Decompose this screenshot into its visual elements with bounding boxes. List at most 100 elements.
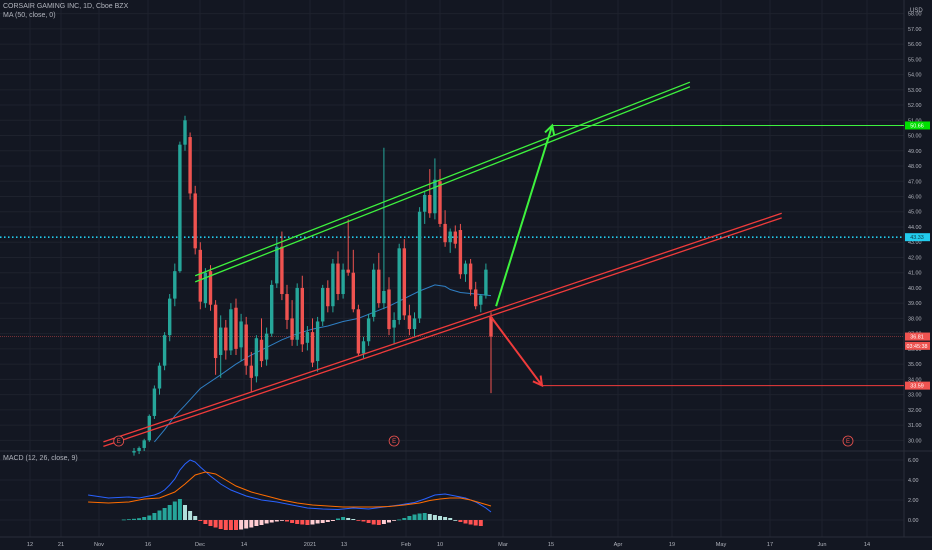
time-axis-label: Feb [401,542,411,548]
macd-histogram-bar [432,515,437,520]
price-tick-label: 32.00 [908,408,922,414]
candle-body [346,269,350,273]
candle-body [137,447,141,451]
candle-body [356,309,361,354]
candle-body [280,246,284,295]
candle-body [341,269,345,295]
price-tick-label: 41.00 [908,271,922,277]
price-tick-label: 49.00 [908,149,922,155]
price-label-text: 36.81 [910,335,924,341]
earnings-marker-label: E [117,439,121,445]
macd-histogram-bar [295,520,300,524]
macd-histogram-bar [453,520,458,521]
price-tick-label: 53.00 [908,88,922,94]
macd-histogram-bar [239,520,244,530]
symbol-title[interactable]: CORSAIR GAMING INC, 1D, Cboe BZX [3,3,129,10]
green-channel-upper [194,81,691,277]
macd-histogram-bar [392,520,397,521]
macd-indicator-label[interactable]: MACD (12, 26, close, 9) [3,455,78,462]
macd-histogram-bar [198,520,203,521]
macd-histogram-bar [336,518,340,520]
candle-body [178,144,182,272]
macd-histogram-bar [463,520,468,524]
macd-histogram-bar [264,520,269,524]
macd-histogram-bar [305,520,310,525]
macd-histogram-bar [330,520,335,521]
macd-histogram-bar [223,520,228,530]
time-axis-label: 13 [341,542,347,548]
price-tick-label: 52.00 [908,103,922,109]
candle-body [193,193,197,249]
earnings-marker-label: E [846,439,850,445]
macd-histogram-bar [443,517,448,520]
candle-body [474,289,478,307]
macd-histogram-bar [341,517,346,520]
price-label-text: 03:45:38 [907,344,928,350]
candle-body [382,290,386,304]
macd-line [88,459,492,513]
time-axis-label: 10 [437,542,443,548]
candle-body [183,120,187,145]
macd-histogram-bar [142,517,147,520]
candle-body [361,341,366,354]
candle-body [351,272,355,310]
macd-histogram-bar [147,515,152,520]
macd-histogram-bar [290,520,295,523]
time-axis-label: 16 [145,542,151,548]
candle-body [366,318,371,342]
price-tick-label: 30.00 [908,438,922,444]
candle-body [208,271,213,305]
candle-body [264,333,269,360]
price-tick-label: 34.00 [908,377,922,383]
price-tick-label: 42.00 [908,255,922,261]
time-axis-label: 12 [27,542,33,548]
price-tick-label: 48.00 [908,164,922,170]
macd-histogram-bar [381,520,386,524]
candle-body [219,327,223,355]
price-tick-label: 40.00 [908,286,922,292]
time-axis-label: 14 [241,542,247,548]
candle-body [275,246,279,284]
signal-line [88,471,492,508]
price-tick-label: 33.00 [908,393,922,399]
candle-body [417,211,422,319]
price-tick-label: 44.00 [908,225,922,231]
price-tick-label: 46.00 [908,194,922,200]
candle-body [402,248,406,316]
price-label-box [905,381,930,390]
candle-body [285,294,289,320]
macd-histogram-bar [407,516,412,520]
macd-histogram-bar [366,520,371,523]
price-tick-label: 56.00 [908,42,922,48]
macd-histogram-bar [121,519,126,521]
ma-indicator-label[interactable]: MA (50, close, 0) [3,12,56,19]
candle-body [484,269,488,296]
earnings-marker-icon [388,435,400,447]
candle-body [224,327,228,351]
candle-body [387,289,391,330]
candle-body [152,388,157,416]
candle-body [407,315,412,330]
candle-body [300,287,304,345]
candle-body [270,284,274,334]
time-axis-label: 15 [548,542,554,548]
candle-body [479,295,483,305]
macd-histogram-bar [422,513,427,520]
candle-body [443,223,447,243]
time-axis-label: Mar [498,542,508,548]
candle-body [295,287,299,340]
macd-histogram-bar [371,520,376,525]
macd-histogram-bar [438,516,442,520]
price-tick-label: 51.00 [908,118,922,124]
candle-body [132,451,136,453]
macd-tick-label: 4.00 [908,478,919,484]
candle-body [229,309,233,351]
time-axis-label: 21 [58,542,64,548]
green-arrow-head [544,123,556,136]
candle-body [259,339,264,362]
macd-histogram-bar [228,520,233,530]
candle-body [142,440,146,448]
time-axis-label: 2021 [304,542,316,548]
macd-histogram-bar [325,520,330,522]
